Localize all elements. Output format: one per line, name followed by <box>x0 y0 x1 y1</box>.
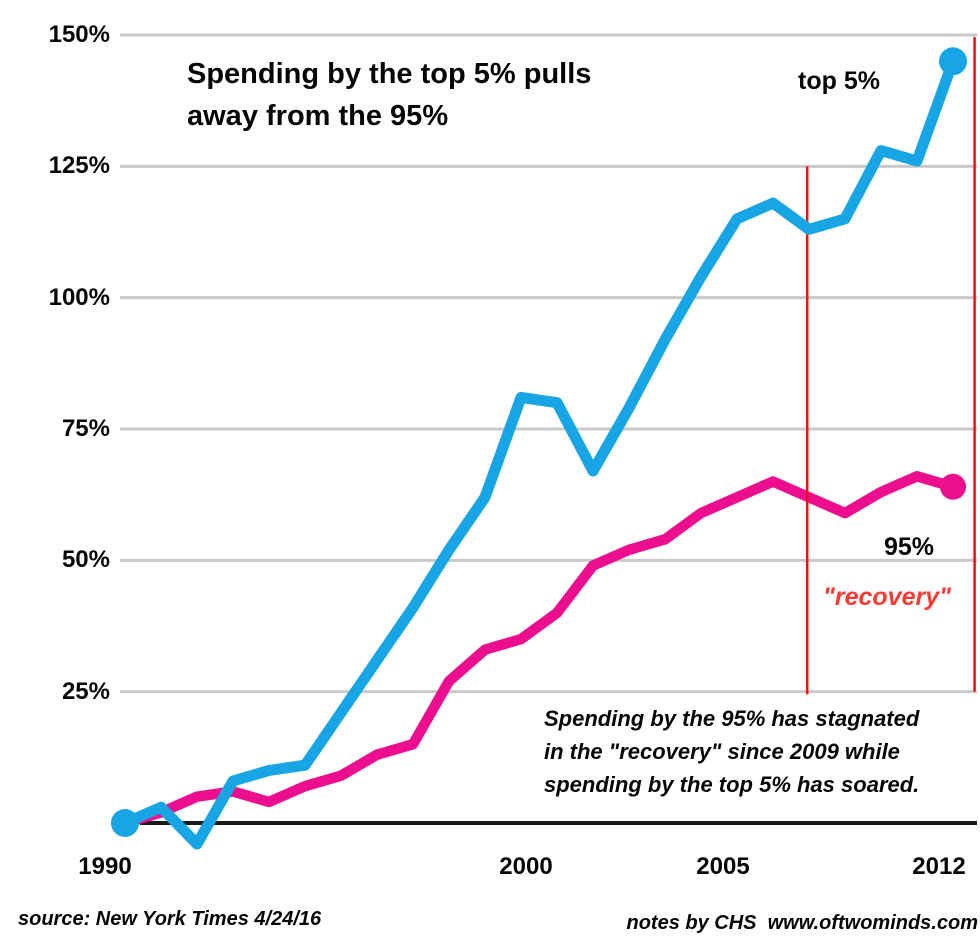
annotation-note-line2: in the "recovery" since 2009 while <box>544 739 900 764</box>
chart-title-line2: away from the 95% <box>187 100 449 132</box>
y-tick-150: 150% <box>48 21 110 48</box>
annotation-note: Spending by the 95% has stagnated in the… <box>544 702 919 801</box>
x-tick-2000: 2000 <box>499 853 553 880</box>
notes-credit: notes by CHS www.oftwominds.com <box>626 912 978 934</box>
y-tick-75: 75% <box>61 415 110 442</box>
y-tick-100: 100% <box>48 284 110 311</box>
x-tick-2005: 2005 <box>696 853 750 880</box>
x-tick-2012: 2012 <box>912 853 966 880</box>
y-tick-125: 125% <box>48 152 110 179</box>
series-label-95: 95% <box>884 533 935 561</box>
y-tick-25: 25% <box>61 678 110 705</box>
recovery-label: "recovery" <box>823 583 951 611</box>
x-tick-1990: 1990 <box>78 853 132 880</box>
annotation-note-line1: Spending by the 95% has stagnated <box>544 706 920 731</box>
chart-title: Spending by the top 5% pulls away from t… <box>187 53 591 137</box>
source-credit: source: New York Times 4/24/16 <box>18 908 322 930</box>
series-label-top5: top 5% <box>798 67 880 95</box>
annotation-note-line3: spending by the top 5% has soared. <box>544 772 920 797</box>
chart-title-line1: Spending by the top 5% pulls <box>187 58 592 90</box>
y-tick-50: 50% <box>61 546 110 573</box>
